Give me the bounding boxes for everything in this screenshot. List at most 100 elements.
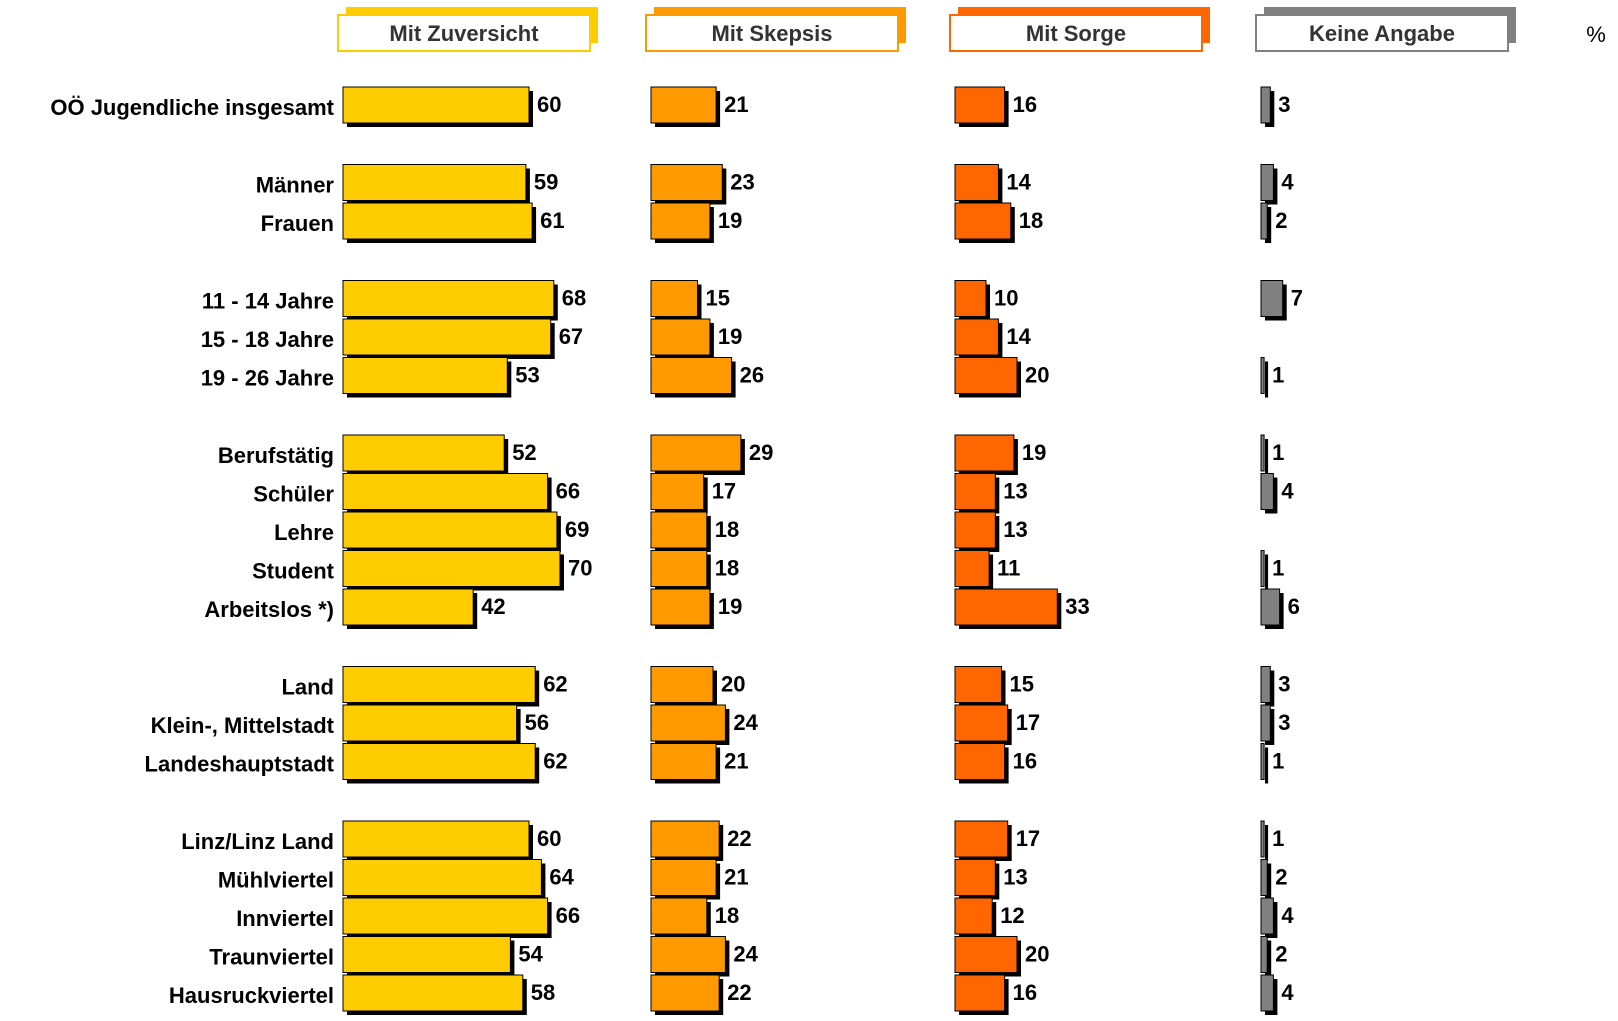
bar-keine-angabe-oo-jugendliche-insgesamt: [1260, 86, 1271, 124]
data-label-mit-skepsis-muhlviertel: 21: [724, 865, 748, 890]
bar-mit-zuversicht-15-18-jahre: [342, 318, 552, 356]
data-label-mit-sorge-berufstatig: 19: [1022, 440, 1046, 465]
bar-mit-skepsis-student: [650, 550, 708, 587]
data-label-mit-skepsis-linz-linz-land: 22: [727, 826, 751, 851]
bar-keine-angabe-schuler: [1260, 473, 1274, 510]
bar-mit-zuversicht-berufstatig: [342, 434, 505, 472]
data-label-keine-angabe-muhlviertel: 2: [1275, 865, 1287, 890]
bar-mit-sorge-arbeitslos: [954, 588, 1058, 626]
data-label-mit-zuversicht-hausruckviertel: 58: [531, 980, 555, 1005]
data-label-mit-sorge-landeshauptstadt: 16: [1013, 749, 1037, 774]
row-label-11-14-jahre: 11 - 14 Jahre: [202, 289, 334, 314]
legend-box-mit-sorge: [949, 14, 1203, 52]
data-label-mit-skepsis-lehre: 18: [715, 517, 739, 542]
data-label-keine-angabe-berufstatig: 1: [1272, 440, 1284, 465]
data-label-keine-angabe-frauen: 2: [1275, 208, 1287, 233]
bar-keine-angabe-manner: [1260, 164, 1274, 201]
data-label-mit-skepsis-land: 20: [721, 672, 745, 697]
data-label-keine-angabe-arbeitslos: 6: [1288, 594, 1300, 619]
data-label-keine-angabe-19-26-jahre: 1: [1272, 363, 1284, 388]
row-label-berufstatig: Berufstätig: [218, 443, 334, 468]
bar-mit-sorge-linz-linz-land: [954, 820, 1009, 858]
data-label-mit-zuversicht-11-14-jahre: 68: [562, 286, 586, 311]
data-label-mit-skepsis-klein-mittelstadt: 24: [733, 710, 758, 735]
bar-mit-sorge-innviertel: [954, 897, 993, 935]
row-label-manner: Männer: [256, 173, 335, 198]
row-label-muhlviertel: Mühlviertel: [218, 868, 334, 893]
legend-label-mit-skepsis: Mit Skepsis: [711, 21, 832, 46]
data-label-mit-sorge-arbeitslos: 33: [1065, 594, 1089, 619]
bar-keine-angabe-11-14-jahre: [1260, 280, 1284, 317]
bar-mit-sorge-landeshauptstadt: [954, 743, 1006, 780]
bar-mit-zuversicht-landeshauptstadt: [342, 743, 536, 780]
bar-mit-sorge-student: [954, 550, 990, 587]
row-label-19-26-jahre: 19 - 26 Jahre: [201, 366, 334, 391]
data-label-keine-angabe-student: 1: [1272, 556, 1284, 581]
bar-mit-zuversicht-19-26-jahre: [342, 357, 508, 394]
data-label-mit-skepsis-manner: 23: [730, 170, 754, 195]
bar-mit-skepsis-berufstatig: [650, 434, 742, 472]
row-label-linz-linz-land: Linz/Linz Land: [181, 829, 334, 854]
bar-keine-angabe-muhlviertel: [1260, 859, 1268, 896]
data-label-mit-sorge-land: 15: [1010, 672, 1034, 697]
bar-mit-skepsis-muhlviertel: [650, 859, 717, 896]
bar-mit-skepsis-hausruckviertel: [650, 974, 720, 1012]
data-label-mit-zuversicht-lehre: 69: [565, 517, 589, 542]
bar-mit-sorge-hausruckviertel: [954, 974, 1006, 1012]
legend-box-mit-zuversicht: [337, 14, 591, 52]
bar-mit-skepsis-innviertel: [650, 897, 708, 935]
data-label-mit-zuversicht-land: 62: [543, 672, 567, 697]
data-label-keine-angabe-oo-jugendliche-insgesamt: 3: [1278, 92, 1290, 117]
bar-mit-sorge-berufstatig: [954, 434, 1015, 472]
bar-mit-sorge-muhlviertel: [954, 859, 996, 896]
data-label-mit-skepsis-15-18-jahre: 19: [718, 324, 742, 349]
bar-shadow-keine-angabe-traunviertel: [1265, 940, 1272, 977]
data-label-keine-angabe-schuler: 4: [1281, 479, 1294, 504]
bar-mit-skepsis-klein-mittelstadt: [650, 704, 726, 742]
legend-box-mit-skepsis: [645, 14, 899, 52]
data-label-mit-skepsis-11-14-jahre: 15: [706, 286, 730, 311]
bar-mit-sorge-oo-jugendliche-insgesamt: [954, 86, 1006, 124]
bar-keine-angabe-19-26-jahre: [1260, 357, 1265, 394]
bar-keine-angabe-landeshauptstadt: [1260, 743, 1265, 780]
bar-keine-angabe-traunviertel: [1260, 936, 1268, 973]
bar-keine-angabe-land: [1260, 666, 1271, 703]
bar-mit-zuversicht-land: [342, 666, 536, 703]
data-label-mit-skepsis-19-26-jahre: 26: [740, 363, 764, 388]
bar-mit-sorge-land: [954, 666, 1002, 703]
data-label-mit-skepsis-innviertel: 18: [715, 903, 739, 928]
bar-mit-skepsis-manner: [650, 164, 723, 201]
data-label-mit-sorge-11-14-jahre: 10: [994, 286, 1018, 311]
bar-mit-sorge-traunviertel: [954, 936, 1018, 973]
bar-mit-skepsis-schuler: [650, 473, 705, 510]
data-label-mit-skepsis-hausruckviertel: 22: [727, 980, 751, 1005]
bar-keine-angabe-frauen: [1260, 202, 1268, 240]
bar-mit-skepsis-19-26-jahre: [650, 357, 733, 394]
bar-keine-angabe-innviertel: [1260, 897, 1274, 935]
data-label-mit-sorge-lehre: 13: [1003, 517, 1027, 542]
data-label-mit-sorge-linz-linz-land: 17: [1016, 826, 1040, 851]
bar-mit-zuversicht-schuler: [342, 473, 549, 510]
bar-mit-zuversicht-arbeitslos: [342, 588, 474, 626]
row-label-traunviertel: Traunviertel: [209, 945, 334, 970]
bar-mit-zuversicht-manner: [342, 164, 527, 201]
data-label-mit-zuversicht-muhlviertel: 64: [549, 865, 574, 890]
bar-keine-angabe-berufstatig: [1260, 434, 1265, 472]
bar-mit-zuversicht-linz-linz-land: [342, 820, 530, 858]
bar-mit-skepsis-15-18-jahre: [650, 318, 711, 356]
bar-shadow-keine-angabe-student: [1265, 554, 1269, 591]
data-label-mit-skepsis-schuler: 17: [712, 479, 736, 504]
data-label-keine-angabe-linz-linz-land: 1: [1272, 826, 1284, 851]
bar-mit-zuversicht-klein-mittelstadt: [342, 704, 518, 742]
data-label-mit-skepsis-traunviertel: 24: [733, 942, 758, 967]
data-label-keine-angabe-land: 3: [1278, 672, 1290, 697]
bar-shadow-keine-angabe-berufstatig: [1265, 439, 1269, 475]
bar-keine-angabe-arbeitslos: [1260, 588, 1281, 626]
data-label-mit-zuversicht-landeshauptstadt: 62: [543, 749, 567, 774]
data-label-mit-skepsis-berufstatig: 29: [749, 440, 773, 465]
data-label-mit-sorge-oo-jugendliche-insgesamt: 16: [1013, 92, 1037, 117]
data-label-mit-zuversicht-student: 70: [568, 556, 592, 581]
bar-mit-skepsis-linz-linz-land: [650, 820, 720, 858]
bar-mit-sorge-manner: [954, 164, 999, 201]
